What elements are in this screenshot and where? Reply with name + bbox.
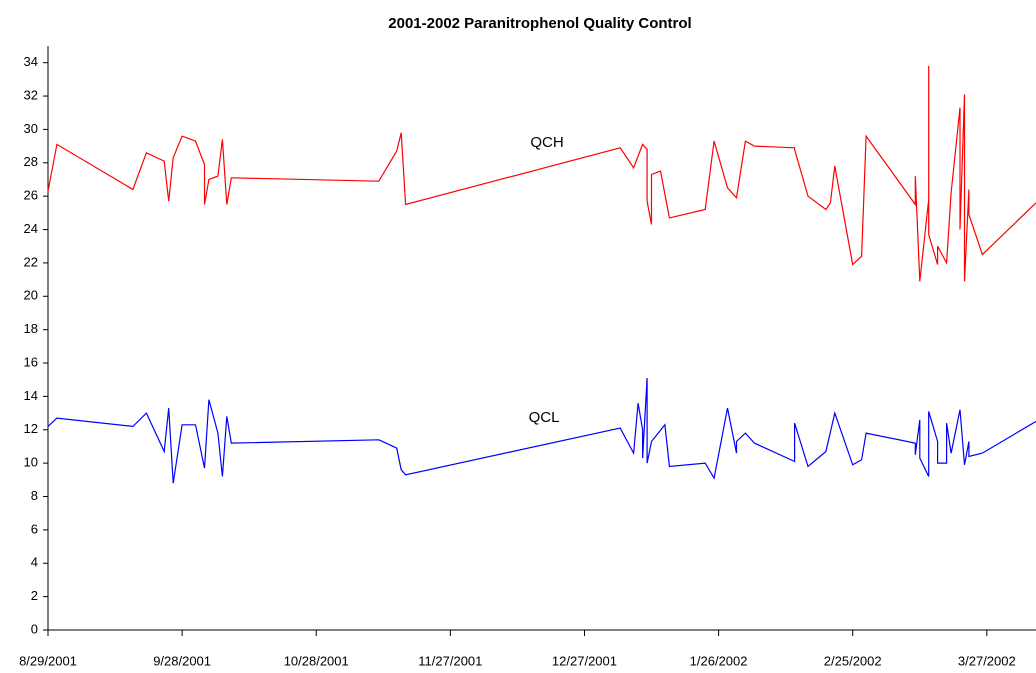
y-tick-label: 26 [24, 188, 38, 203]
x-tick-label: 12/27/2001 [552, 653, 617, 668]
y-tick-label: 30 [24, 121, 38, 136]
x-tick-label: 11/27/2001 [418, 653, 482, 668]
annotation: QCL [529, 409, 560, 426]
y-tick-label: 8 [31, 488, 38, 503]
x-tick-label: 1/26/2002 [690, 653, 748, 668]
y-tick-label: 16 [24, 354, 38, 369]
y-tick-label: 22 [24, 254, 38, 269]
annotation: QCH [530, 134, 563, 151]
y-tick-label: 20 [24, 288, 38, 303]
y-tick-label: 24 [24, 221, 38, 236]
y-tick-label: 0 [31, 621, 38, 636]
y-tick-label: 18 [24, 321, 38, 336]
y-tick-label: 14 [24, 388, 38, 403]
x-tick-label: 10/28/2001 [284, 653, 349, 668]
series-line [47, 377, 1036, 484]
y-tick-label: 10 [24, 455, 38, 470]
y-tick-label: 6 [31, 521, 38, 536]
x-tick-label: 3/27/2002 [958, 653, 1016, 668]
series-line [47, 66, 1036, 282]
x-tick-label: 2/25/2002 [824, 653, 882, 668]
x-tick-label: 8/29/2001 [19, 653, 77, 668]
chart-title: 2001-2002 Paranitrophenol Quality Contro… [388, 15, 691, 32]
y-tick-label: 4 [31, 555, 38, 570]
y-tick-label: 32 [24, 87, 38, 102]
y-tick-label: 2 [31, 588, 38, 603]
y-tick-label: 12 [24, 421, 38, 436]
x-tick-label: 9/28/2001 [153, 653, 211, 668]
y-tick-label: 34 [24, 54, 38, 69]
y-tick-label: 28 [24, 154, 38, 169]
